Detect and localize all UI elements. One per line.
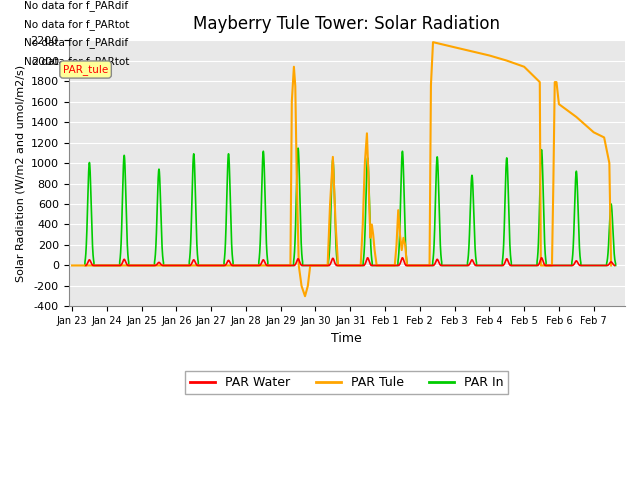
- Text: No data for f_PARtot: No data for f_PARtot: [24, 19, 129, 30]
- Text: No data for f_PARdif: No data for f_PARdif: [24, 37, 128, 48]
- Text: PAR_tule: PAR_tule: [63, 64, 108, 75]
- Text: No data for f_PARdif: No data for f_PARdif: [24, 0, 128, 11]
- Title: Mayberry Tule Tower: Solar Radiation: Mayberry Tule Tower: Solar Radiation: [193, 15, 500, 33]
- Legend: PAR Water, PAR Tule, PAR In: PAR Water, PAR Tule, PAR In: [186, 371, 508, 394]
- Text: No data for f_PARtot: No data for f_PARtot: [24, 56, 129, 67]
- Y-axis label: Solar Radiation (W/m2 and umol/m2/s): Solar Radiation (W/m2 and umol/m2/s): [15, 65, 25, 282]
- X-axis label: Time: Time: [332, 332, 362, 345]
